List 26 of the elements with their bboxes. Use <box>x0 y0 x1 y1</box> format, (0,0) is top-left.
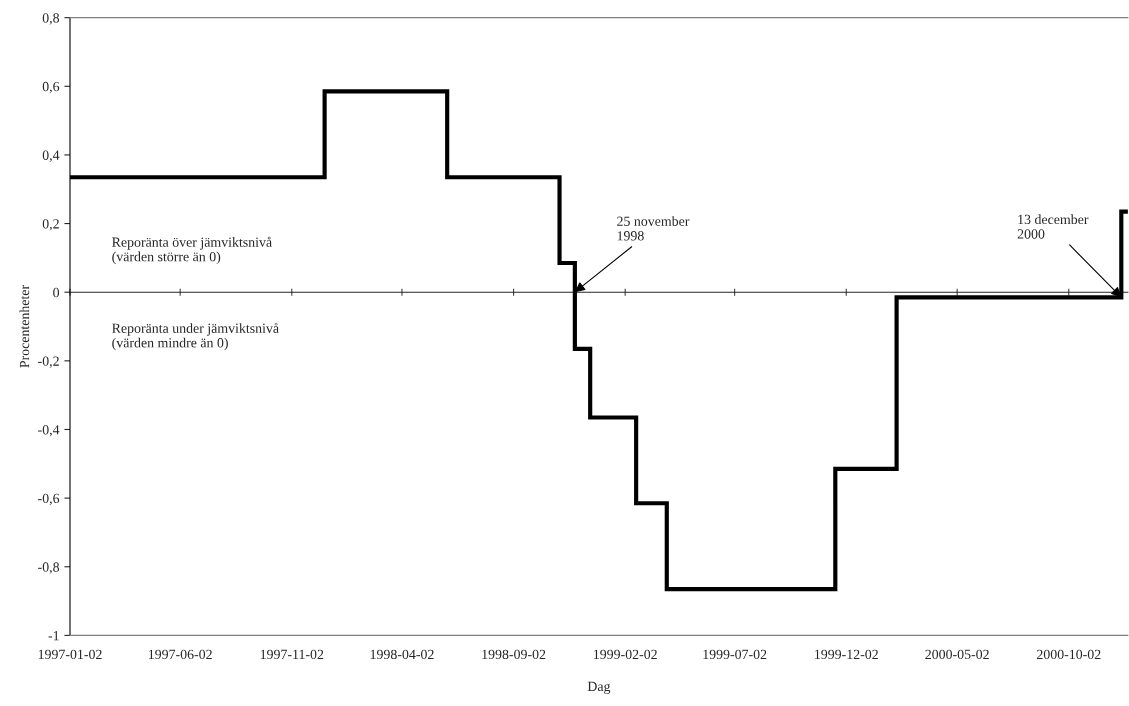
annotation: Reporänta över jämviktsnivå (värden större än 0) <box>112 236 272 265</box>
y-tick-label: 0,2 <box>42 219 59 231</box>
y-tick-label: 0,8 <box>42 13 60 25</box>
y-tick-label: -0,4 <box>38 425 60 437</box>
x-tick-label: 1998-04-02 <box>370 649 434 660</box>
y-axis-title: Procentenheter <box>19 285 30 368</box>
x-axis-title: Dag <box>587 681 611 694</box>
x-tick-label: 1997-06-02 <box>148 649 212 660</box>
x-tick-label: 1999-02-02 <box>594 649 657 660</box>
annotation: 25 november 1998 <box>617 216 690 241</box>
y-tick-label: 0 <box>53 287 60 298</box>
x-tick-label: 1998-09-02 <box>482 649 546 660</box>
annotation: 13 december 2000 <box>1017 214 1089 239</box>
y-tick-label: 0,6 <box>42 81 60 94</box>
y-tick-label: -0,6 <box>38 493 60 506</box>
x-tick-label: 1999-12-02 <box>815 649 878 660</box>
y-tick-label: 0,4 <box>42 150 60 162</box>
y-tick-label: -0,8 <box>38 562 60 574</box>
y-tick-label: -0,2 <box>38 356 59 368</box>
x-tick-label: 1997-01-02 <box>38 649 102 660</box>
y-tick-label: -1 <box>48 631 59 641</box>
annotation: Reporänta under jämviktsnivå (värden mindre än 0) <box>112 322 279 351</box>
x-tick-label: 1997-11-02 <box>260 649 324 660</box>
x-tick-label: 1999-07-02 <box>703 649 767 660</box>
x-tick-label: 2000-10-02 <box>1036 649 1101 660</box>
x-tick-label: 2000-05-02 <box>925 649 989 660</box>
